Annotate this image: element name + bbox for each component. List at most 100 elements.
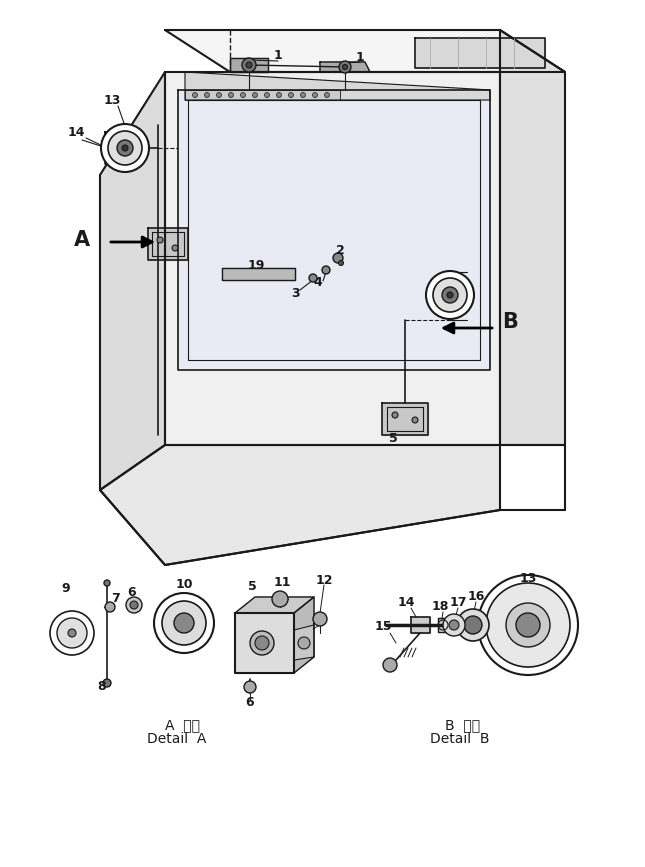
Circle shape xyxy=(288,93,293,97)
Text: 14: 14 xyxy=(397,596,415,610)
Polygon shape xyxy=(294,625,314,660)
Text: A: A xyxy=(74,230,90,250)
Polygon shape xyxy=(235,613,294,673)
Polygon shape xyxy=(411,617,430,633)
Circle shape xyxy=(447,292,453,298)
Text: 16: 16 xyxy=(468,590,484,603)
Circle shape xyxy=(516,613,540,637)
Circle shape xyxy=(392,412,398,418)
Circle shape xyxy=(443,614,465,636)
Circle shape xyxy=(217,93,221,97)
Circle shape xyxy=(50,611,94,655)
Circle shape xyxy=(298,637,310,649)
Polygon shape xyxy=(438,618,448,632)
Text: 18: 18 xyxy=(432,601,449,614)
Circle shape xyxy=(108,131,142,165)
Text: 4: 4 xyxy=(313,276,322,289)
Text: Detail  B: Detail B xyxy=(430,732,490,746)
Circle shape xyxy=(192,93,197,97)
Polygon shape xyxy=(185,90,340,100)
Circle shape xyxy=(103,679,111,687)
Circle shape xyxy=(339,260,344,265)
Circle shape xyxy=(174,613,194,633)
Circle shape xyxy=(333,253,343,263)
Circle shape xyxy=(250,631,274,655)
Circle shape xyxy=(506,603,550,647)
Text: 14: 14 xyxy=(67,126,84,139)
Text: B: B xyxy=(502,312,518,332)
Polygon shape xyxy=(382,403,428,435)
Text: 10: 10 xyxy=(175,578,193,591)
Text: B  詳細: B 詳細 xyxy=(446,718,481,732)
Polygon shape xyxy=(100,72,165,490)
Circle shape xyxy=(130,601,138,609)
Text: 1: 1 xyxy=(355,50,364,63)
Circle shape xyxy=(426,271,474,319)
Text: 13: 13 xyxy=(519,571,537,584)
Polygon shape xyxy=(185,72,490,100)
Circle shape xyxy=(383,658,397,672)
Circle shape xyxy=(157,237,163,243)
Circle shape xyxy=(339,61,351,73)
Circle shape xyxy=(68,629,76,637)
Circle shape xyxy=(246,62,252,68)
Circle shape xyxy=(464,616,482,634)
Text: 6: 6 xyxy=(128,586,136,599)
Polygon shape xyxy=(148,228,188,260)
Circle shape xyxy=(241,93,246,97)
Circle shape xyxy=(433,278,467,312)
Polygon shape xyxy=(320,62,370,72)
Circle shape xyxy=(57,618,87,648)
Polygon shape xyxy=(235,597,314,613)
Text: 17: 17 xyxy=(450,596,467,610)
Circle shape xyxy=(342,64,348,69)
Circle shape xyxy=(252,93,257,97)
Circle shape xyxy=(101,124,149,172)
Circle shape xyxy=(457,609,489,641)
Circle shape xyxy=(126,597,142,613)
Text: 8: 8 xyxy=(97,681,106,694)
Text: 11: 11 xyxy=(273,577,291,590)
Polygon shape xyxy=(415,38,545,68)
Circle shape xyxy=(104,580,110,586)
Circle shape xyxy=(242,58,256,72)
Polygon shape xyxy=(165,30,565,72)
Circle shape xyxy=(313,612,327,626)
Circle shape xyxy=(324,93,330,97)
Circle shape xyxy=(277,93,281,97)
Circle shape xyxy=(154,593,214,653)
Circle shape xyxy=(264,93,270,97)
Text: 5: 5 xyxy=(389,432,397,445)
Circle shape xyxy=(478,575,578,675)
Text: A  詳細: A 詳細 xyxy=(164,718,199,732)
Text: 6: 6 xyxy=(246,696,254,709)
Text: 13: 13 xyxy=(103,94,121,107)
Circle shape xyxy=(312,93,317,97)
Circle shape xyxy=(162,601,206,645)
Polygon shape xyxy=(165,72,500,445)
Text: 12: 12 xyxy=(315,573,333,586)
Text: 7: 7 xyxy=(111,592,119,605)
Polygon shape xyxy=(294,597,314,673)
Circle shape xyxy=(105,602,115,612)
Polygon shape xyxy=(178,90,490,370)
Polygon shape xyxy=(100,445,500,565)
Text: 15: 15 xyxy=(374,621,392,634)
Circle shape xyxy=(244,681,256,693)
Circle shape xyxy=(486,583,570,667)
Polygon shape xyxy=(230,58,268,72)
Text: 5: 5 xyxy=(248,581,256,594)
Text: Detail  A: Detail A xyxy=(147,732,206,746)
Circle shape xyxy=(442,287,458,303)
Circle shape xyxy=(122,145,128,151)
Circle shape xyxy=(204,93,210,97)
Circle shape xyxy=(172,245,178,251)
Text: 3: 3 xyxy=(291,286,299,299)
Circle shape xyxy=(117,140,133,156)
Circle shape xyxy=(228,93,233,97)
Circle shape xyxy=(322,266,330,274)
Circle shape xyxy=(301,93,306,97)
Polygon shape xyxy=(500,30,565,445)
Polygon shape xyxy=(222,268,295,280)
Circle shape xyxy=(255,636,269,650)
